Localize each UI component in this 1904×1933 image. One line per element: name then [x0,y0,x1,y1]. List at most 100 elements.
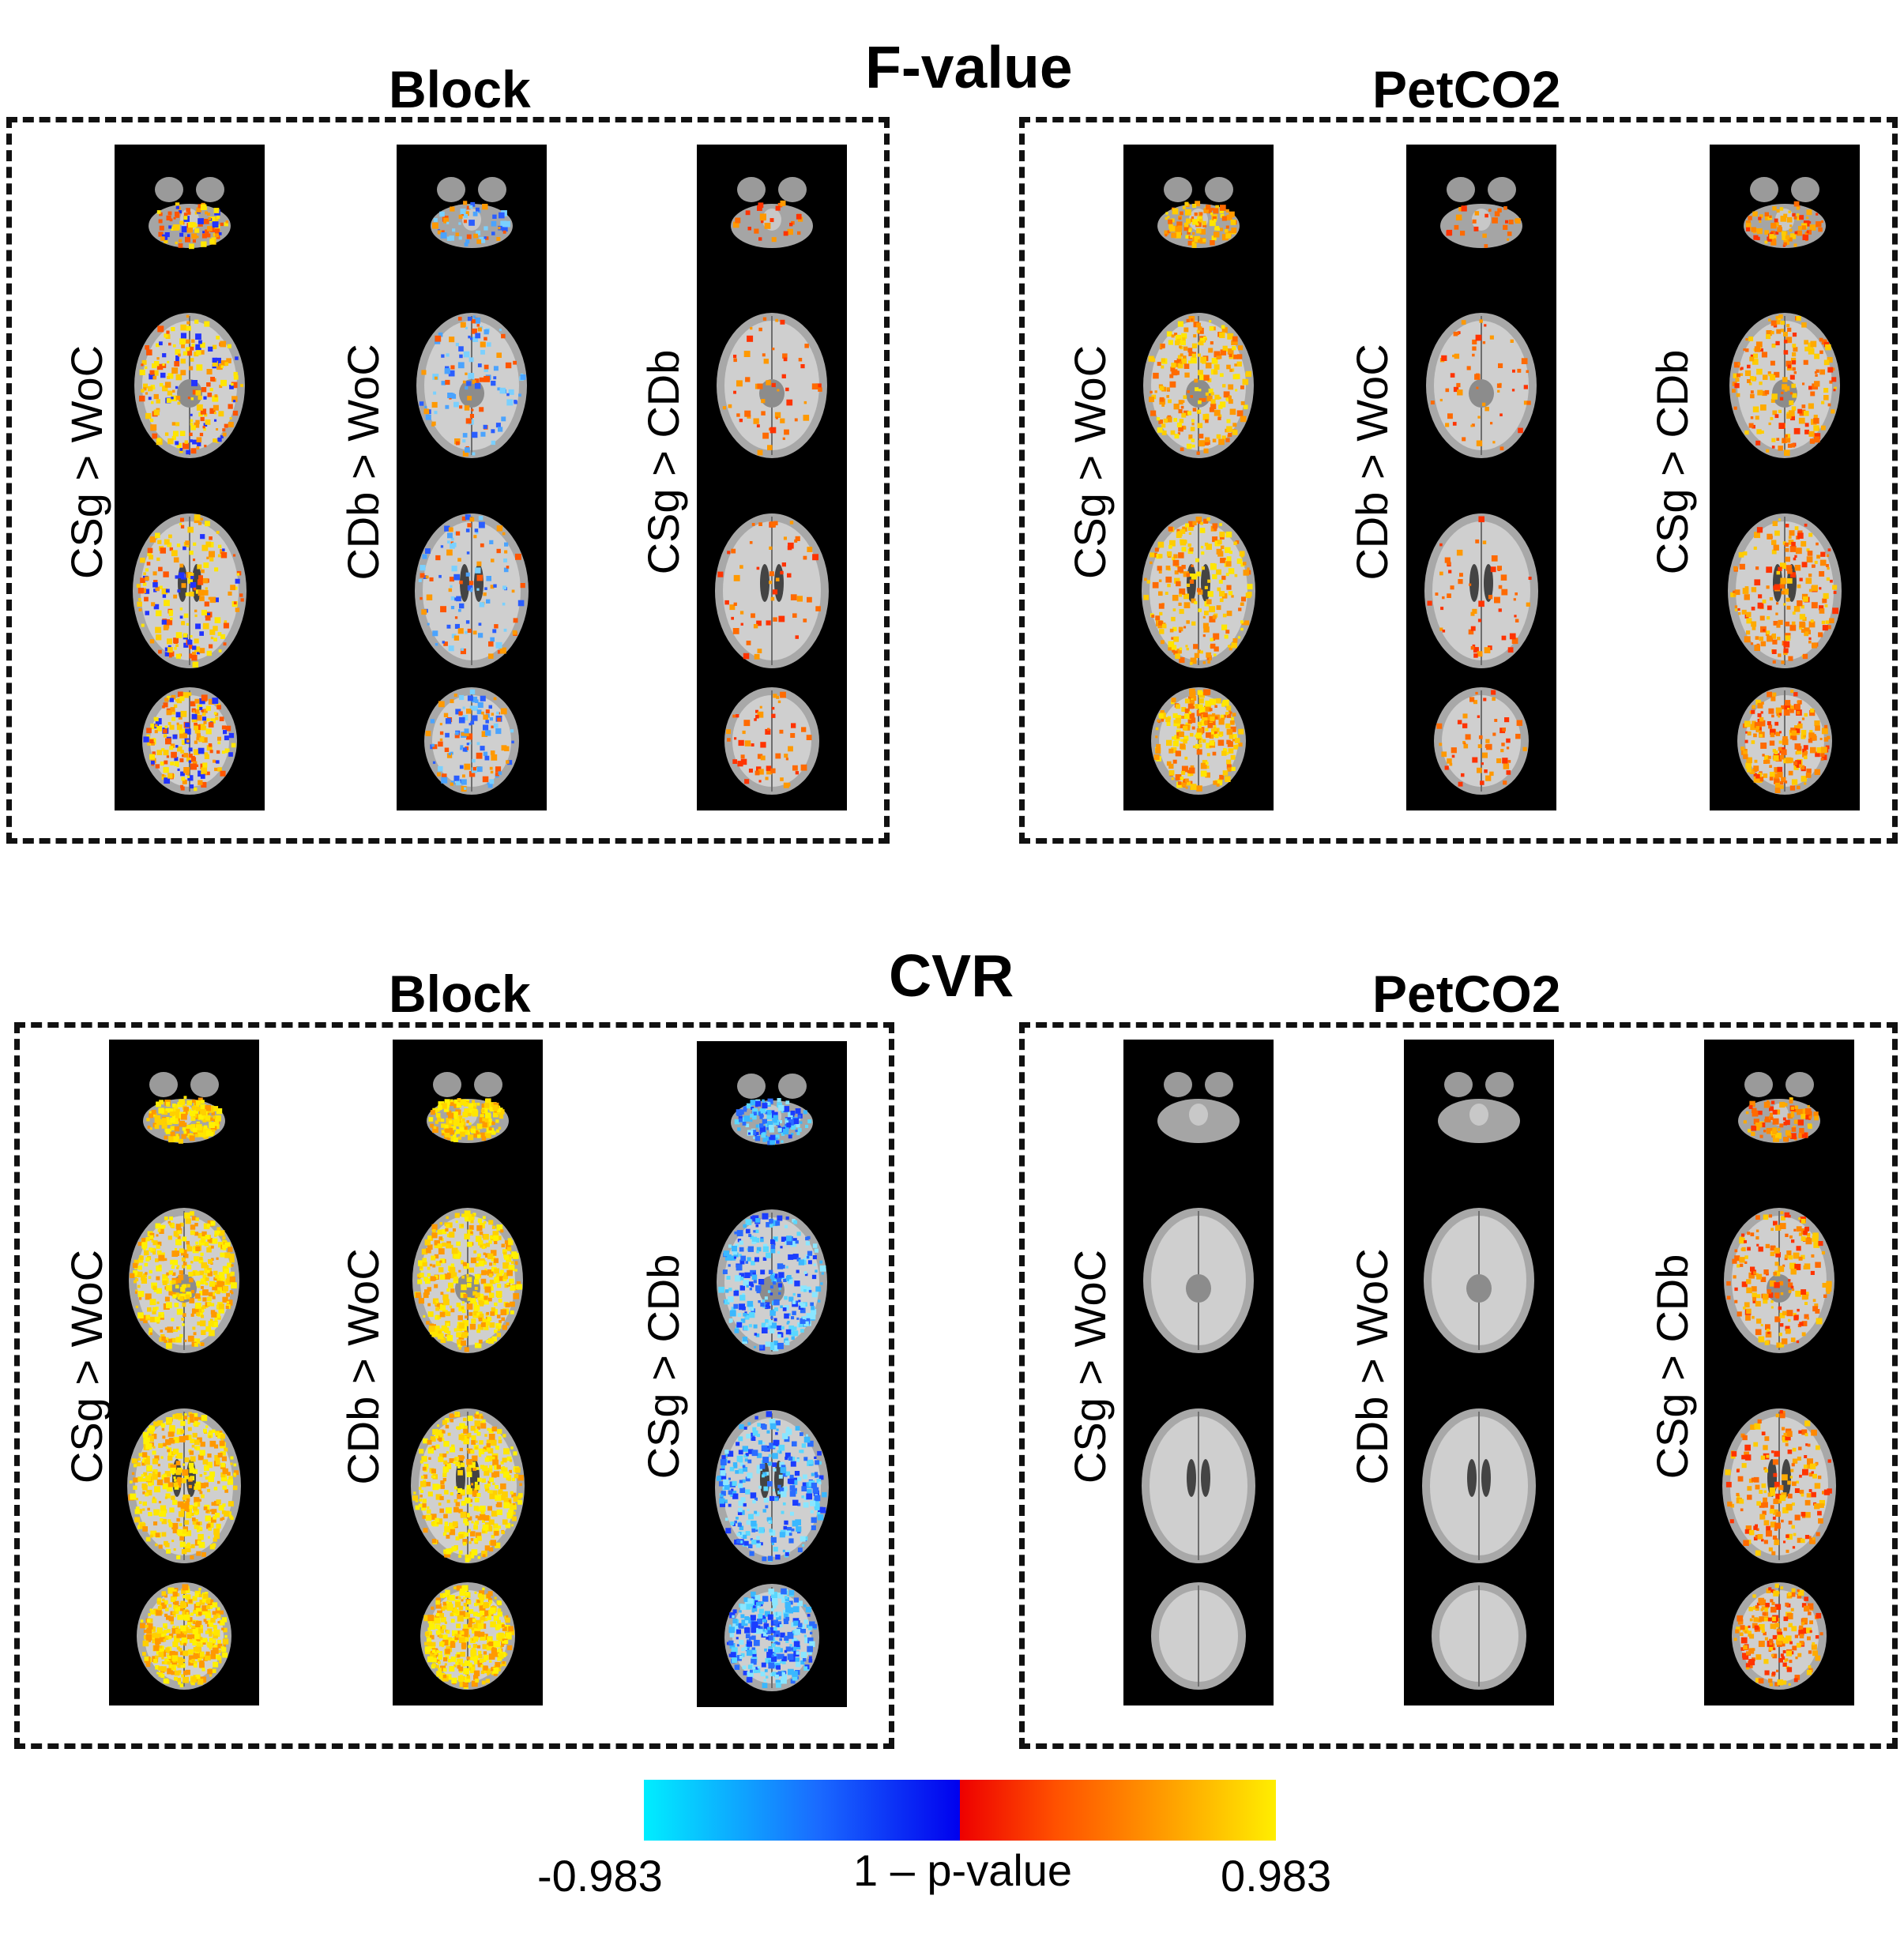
activation-voxel [1169,540,1176,547]
activation-voxel [166,1302,172,1309]
activation-voxel [462,706,465,709]
activation-voxel [192,652,197,656]
activation-voxel [191,1341,197,1347]
activation-voxel [1755,440,1761,446]
activation-voxel [1225,438,1230,442]
activation-voxel [502,602,506,606]
activation-voxel [751,743,754,746]
activation-voxel [511,740,514,744]
activation-voxel [1199,228,1206,235]
activation-voxel [450,1119,455,1126]
activation-voxel [159,225,164,231]
activation-voxel [209,408,216,414]
activation-voxel [155,1543,158,1547]
activation-voxel [205,419,211,425]
activation-voxel [798,358,803,362]
activation-voxel [1185,523,1190,528]
activation-voxel [484,236,487,239]
activation-voxel [489,779,495,784]
activation-voxel [205,211,208,215]
activation-voxel [1212,438,1217,442]
activation-voxel [195,1303,201,1309]
activation-voxel [166,1272,170,1276]
activation-voxel [192,439,197,445]
activation-voxel [141,1238,146,1243]
activation-voxel [159,1337,164,1342]
activation-voxel [147,1125,151,1129]
activation-voxel [166,1284,172,1292]
activation-voxel [468,723,472,726]
activation-voxel [220,1462,226,1468]
activation-voxel [222,1296,228,1303]
activation-voxel [1202,760,1208,765]
activation-voxel [171,1439,175,1443]
activation-voxel [196,715,202,721]
activation-voxel [164,1258,167,1262]
activation-voxel [224,423,228,428]
activation-voxel [1796,213,1800,216]
activation-voxel [1787,708,1790,711]
activation-voxel [1744,430,1749,435]
activation-voxel [1191,726,1195,730]
activation-voxel [155,1223,161,1229]
activation-voxel [1439,627,1443,631]
activation-voxel [164,1111,167,1114]
activation-voxel [482,1118,486,1122]
activation-voxel [197,651,201,655]
activation-voxel [209,596,216,604]
activation-voxel [198,1628,203,1634]
activation-voxel [195,764,199,767]
activation-voxel [1797,408,1802,414]
activation-voxel [1749,769,1755,774]
activation-voxel [194,1509,199,1515]
activation-voxel [192,661,199,668]
activation-voxel [190,1224,196,1230]
activation-voxel [1785,547,1789,552]
activation-voxel [782,353,788,359]
activation-voxel [476,1102,480,1106]
activation-voxel [1187,719,1192,724]
activation-voxel [171,1495,175,1500]
activation-voxel [190,425,196,431]
activation-voxel [1191,598,1196,604]
activation-voxel [145,392,149,395]
activation-voxel [733,358,737,363]
activation-voxel [418,1260,424,1266]
activation-voxel [1456,382,1461,388]
activation-voxel [1497,208,1502,212]
activation-voxel [180,1293,187,1299]
activation-voxel [1491,555,1498,562]
activation-voxel [1239,551,1245,557]
activation-voxel [206,1461,213,1469]
activation-voxel [431,743,435,747]
activation-voxel [186,1100,192,1106]
activation-voxel [152,375,157,380]
activation-voxel [1475,539,1480,543]
activation-voxel [769,571,774,577]
activation-voxel [1801,629,1805,633]
activation-voxel [1449,762,1453,766]
activation-voxel [166,1548,171,1554]
activation-voxel [133,1270,138,1275]
activation-voxel [213,1629,220,1636]
activation-voxel [184,1474,189,1480]
activation-voxel [149,555,153,560]
brain-slices [1424,177,1538,795]
activation-voxel [429,1263,433,1267]
activation-voxel [217,767,222,772]
activation-voxel [202,716,207,721]
activation-voxel [208,722,214,728]
activation-voxel [765,777,769,780]
activation-voxel [1182,205,1186,209]
activation-voxel [459,1127,465,1133]
activation-voxel [427,1303,431,1307]
activation-voxel [426,1509,431,1514]
activation-voxel [1734,605,1738,608]
temporal-lobe-shape [1488,177,1516,202]
activation-voxel [177,1664,181,1668]
activation-voxel [484,1434,487,1437]
activation-voxel [453,1119,460,1126]
activation-voxel [218,1615,221,1619]
activation-voxel [1774,530,1780,536]
activation-voxel [1758,594,1763,599]
